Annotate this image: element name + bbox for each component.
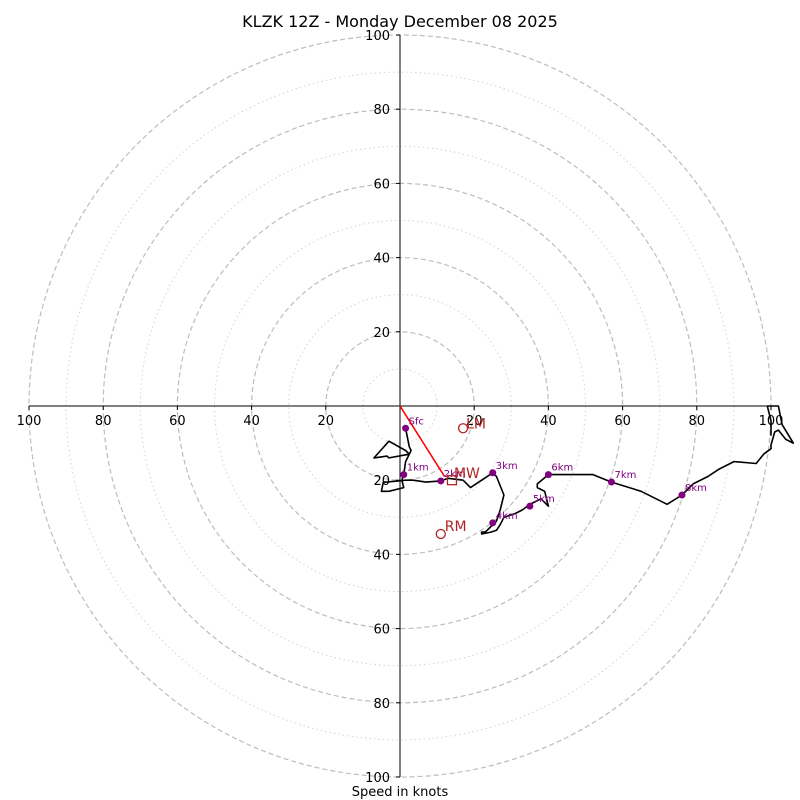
height-marker-label: 2km (444, 469, 466, 480)
height-marker-label: Sfc (409, 416, 424, 427)
y-tick-label: 20 (373, 326, 390, 341)
y-tick-label: 100 (365, 29, 390, 44)
height-marker-label: 8km (685, 483, 707, 494)
height-marker-1km: 1km (400, 463, 429, 479)
y-tick-label: 60 (373, 177, 390, 192)
height-marker-label: 3km (496, 461, 518, 472)
height-marker-7km: 7km (607, 470, 636, 486)
height-marker-dot (544, 471, 552, 479)
right-mover-marker (435, 528, 446, 540)
x-tick-label: 60 (614, 414, 631, 429)
right-mover: RM (435, 519, 467, 540)
height-marker-2km: 2km (437, 469, 466, 485)
x-tick-label: 60 (169, 414, 186, 429)
mean-wind-marker (446, 475, 458, 486)
height-marker-3km: 3km (489, 461, 518, 477)
x-tick-label: 100 (17, 414, 42, 429)
height-marker-dot (526, 502, 534, 510)
y-tick-label: 40 (373, 548, 390, 563)
y-tick-label: 80 (373, 697, 390, 712)
right-mover-label: RM (445, 519, 467, 535)
hodograph-trace (373, 405, 795, 535)
height-marker-dot (437, 477, 445, 485)
height-marker-8km: 8km (678, 483, 707, 499)
x-tick-label: 20 (318, 414, 335, 429)
left-mover-marker (457, 423, 469, 434)
height-marker-label: 1km (407, 463, 429, 474)
height-markers: Sfc 1km 2km 3km 4km 5km 6km 7km 8km (400, 416, 707, 527)
height-marker-label: 6km (551, 463, 573, 474)
height-marker-dot (400, 471, 408, 479)
height-marker-dot (402, 424, 410, 432)
left-mover: LM (457, 416, 486, 434)
y-tick-label: 80 (373, 103, 390, 118)
left-mover-label: LM (466, 416, 486, 432)
y-tick-label: 100 (365, 771, 390, 786)
height-marker-5km: 5km (526, 494, 555, 510)
height-marker-dot (489, 469, 497, 477)
y-tick-label: 60 (373, 623, 390, 638)
height-marker-6km: 6km (544, 463, 573, 479)
x-tick-label: 80 (689, 414, 706, 429)
tick-labels: 100 80 60 40 20 20 40 60 80 100 100 80 60 40 20 20 40 60 8… (17, 29, 784, 786)
mean-wind-label: MW (454, 466, 480, 482)
height-marker-label: 7km (614, 470, 636, 481)
storm-motion: LM MW RM (435, 416, 486, 540)
wind-trace (373, 405, 795, 535)
height-marker-dot (607, 478, 615, 486)
x-tick-label: 40 (540, 414, 557, 429)
x-tick-label: 80 (95, 414, 112, 429)
height-marker-sfc: Sfc (402, 416, 424, 432)
chart-title: KLZK 12Z - Monday December 08 2025 (242, 12, 558, 31)
height-marker-4km: 4km (489, 511, 518, 527)
shear-vector-line (399, 405, 446, 477)
y-tick-label: 40 (373, 252, 390, 267)
height-marker-label: 5km (533, 494, 555, 505)
y-tick-label: 20 (373, 474, 390, 489)
x-tick-label: 40 (243, 414, 260, 429)
height-marker-dot (678, 491, 686, 499)
height-marker-label: 4km (496, 511, 518, 522)
x-axis-label: Speed in knots (352, 785, 449, 800)
mean-wind: MW (446, 466, 480, 486)
height-marker-dot (489, 519, 497, 527)
x-tick-label: 20 (466, 414, 483, 429)
